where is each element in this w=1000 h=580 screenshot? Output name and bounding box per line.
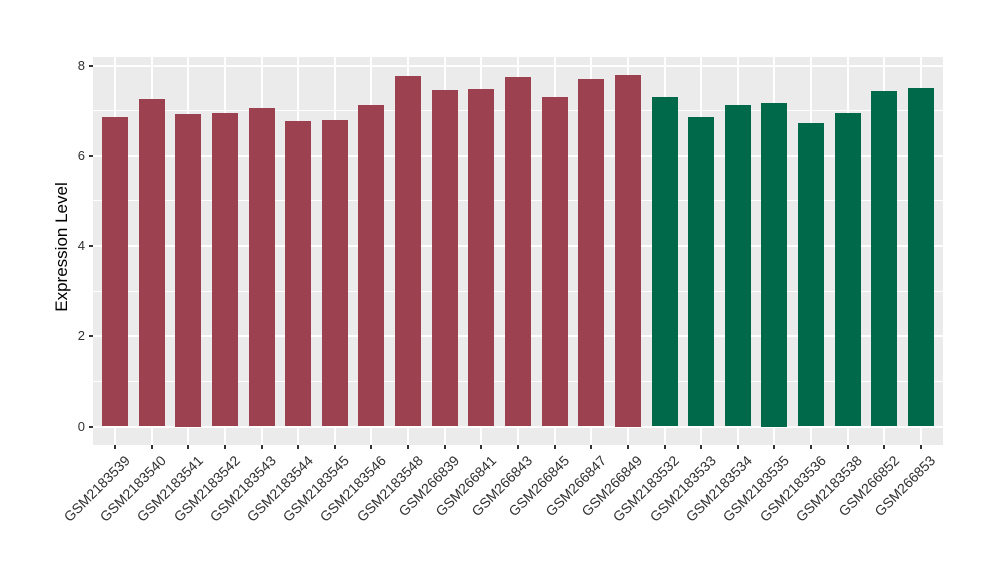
bar-GSM266841: [468, 88, 495, 427]
y-tick-mark-4: [89, 245, 93, 248]
x-tick-mark: [113, 445, 116, 449]
bar-GSM266845: [541, 96, 568, 427]
x-tick-mark: [846, 445, 849, 449]
bar-GSM2183535: [761, 103, 788, 427]
bar-GSM266853: [908, 88, 935, 427]
x-tick-mark: [700, 445, 703, 449]
x-tick-mark: [260, 445, 263, 449]
y-tick-label-2: 2: [77, 328, 85, 344]
y-tick-mark-8: [89, 64, 93, 67]
bar-GSM266847: [578, 78, 605, 427]
bar-GSM2183542: [211, 112, 238, 427]
x-tick-mark: [407, 445, 410, 449]
x-tick-mark: [223, 445, 226, 449]
bar-GSM2183538: [834, 112, 861, 427]
x-tick-mark: [663, 445, 666, 449]
bar-GSM266852: [871, 91, 898, 427]
bar-GSM2183546: [358, 104, 385, 427]
x-tick-mark: [443, 445, 446, 449]
bar-GSM2183532: [651, 96, 678, 427]
x-tick-mark: [480, 445, 483, 449]
bar-GSM266849: [614, 74, 641, 427]
bar-GSM2183536: [798, 122, 825, 427]
y-tick-label-4: 4: [77, 238, 85, 254]
bar-GSM2183539: [101, 117, 128, 427]
bar-GSM266843: [505, 77, 531, 427]
x-tick-mark: [187, 445, 190, 449]
x-tick-mark: [553, 445, 556, 449]
y-tick-mark-6: [89, 154, 93, 157]
plot-panel: [93, 57, 943, 445]
x-tick-mark: [590, 445, 593, 449]
y-tick-label-0: 0: [77, 418, 85, 434]
x-tick-mark: [333, 445, 336, 449]
bar-GSM2183544: [285, 120, 312, 427]
x-tick-mark: [810, 445, 813, 449]
x-tick-mark: [920, 445, 923, 449]
x-tick-mark: [773, 445, 776, 449]
bar-GSM2183533: [688, 116, 715, 427]
y-tick-label-6: 6: [77, 147, 85, 163]
x-tick-mark: [150, 445, 153, 449]
bar-GSM2183540: [138, 98, 165, 427]
x-tick-mark: [370, 445, 373, 449]
bar-GSM2183541: [175, 114, 202, 427]
x-tick-mark: [297, 445, 300, 449]
y-tick-label-8: 8: [77, 57, 85, 73]
x-tick-mark: [626, 445, 629, 449]
x-tick-mark: [883, 445, 886, 449]
x-tick-mark: [517, 445, 519, 449]
bar-GSM2183548: [395, 75, 422, 427]
bar-GSM2183543: [248, 107, 275, 427]
bar-GSM2183545: [321, 119, 348, 427]
y-tick-mark-2: [89, 335, 93, 338]
bar-GSM2183534: [724, 105, 751, 427]
y-tick-mark-0: [89, 425, 93, 428]
x-tick-mark: [736, 445, 739, 449]
bar-GSM266839: [431, 89, 458, 427]
